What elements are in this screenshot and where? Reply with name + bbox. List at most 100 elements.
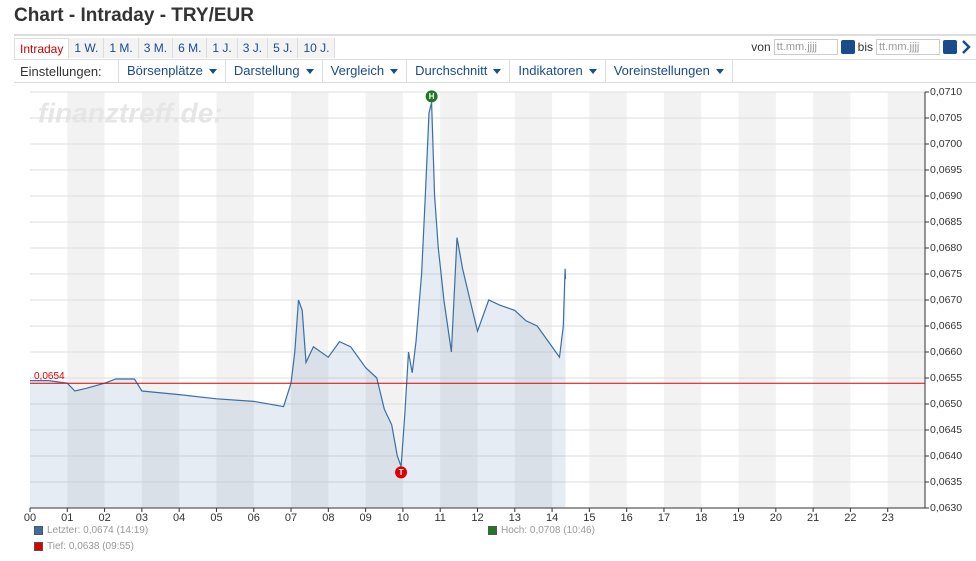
x-tick-label: 03 <box>136 512 148 524</box>
stripe <box>440 92 478 508</box>
y-tick-label: 0,0705 <box>930 112 962 124</box>
legend-swatch <box>488 526 497 535</box>
marker-label: T <box>399 468 404 477</box>
dropdown-menu[interactable]: Börsenplätze <box>118 60 225 82</box>
stripe <box>514 92 553 508</box>
x-tick-label: 19 <box>732 512 744 524</box>
y-tick-label: 0,0690 <box>930 190 962 202</box>
tab[interactable]: 10 J. <box>298 38 336 58</box>
y-tick-label: 0,0645 <box>930 424 962 436</box>
stripe <box>67 92 105 508</box>
x-tick-label: 15 <box>583 512 595 524</box>
y-tick-label: 0,0675 <box>930 268 962 280</box>
stripe <box>589 92 627 508</box>
stripe <box>887 92 925 508</box>
legend-item: Hoch: 0,0708 (10:46) <box>488 525 595 536</box>
x-tick-label: 12 <box>471 512 483 524</box>
area <box>30 102 566 509</box>
divider <box>14 34 976 36</box>
y-tick-label: 0,0710 <box>930 86 962 98</box>
x-tick-label: 22 <box>844 512 856 524</box>
reference-label: 0,0654 <box>34 371 65 382</box>
to-input[interactable]: tt.mm.jjjj <box>876 39 940 55</box>
x-tick-label: 05 <box>210 512 222 524</box>
y-tick-label: 0,0635 <box>930 476 962 488</box>
x-tick-label: 16 <box>621 512 633 524</box>
x-tick-label: 02 <box>98 512 110 524</box>
x-tick-label: 17 <box>658 512 670 524</box>
tab[interactable]: 3 M. <box>138 38 174 58</box>
settings-label: Einstellungen: <box>20 63 102 79</box>
calendar-icon[interactable] <box>943 40 957 54</box>
x-tick-label: 09 <box>360 512 372 524</box>
settings-bar: Einstellungen: Börsenplätze Darstellung Ve… <box>14 59 976 83</box>
stripe <box>813 92 851 508</box>
price-line <box>30 102 567 467</box>
date-range: von tt.mm.jjjj bis tt.mm.jjjj <box>751 39 972 55</box>
page-title: Chart - Intraday - TRY/EUR <box>14 5 254 26</box>
dropdown-menu[interactable]: Vergleich <box>321 60 406 82</box>
x-tick-label: 06 <box>248 512 260 524</box>
from-input[interactable]: tt.mm.jjjj <box>773 39 838 55</box>
x-tick-label: 18 <box>695 512 707 524</box>
y-tick-label: 0,0655 <box>930 372 962 384</box>
calendar-icon[interactable] <box>840 40 855 54</box>
to-label: bis <box>857 40 873 54</box>
dropdown-menu[interactable]: Voreinstellungen <box>604 60 733 82</box>
extreme-marker <box>395 466 408 479</box>
tab[interactable]: 1 J. <box>207 38 238 58</box>
watermark: finanztreff.de: <box>38 97 223 128</box>
stripe <box>291 92 329 508</box>
period-tabs: Intraday 1 W. 1 M. 3 M. 6 M. 1 J. 3 J. 5 J. 10 J… <box>14 38 336 58</box>
x-tick-label: 01 <box>61 512 73 524</box>
tab[interactable]: 1 M. <box>104 38 139 58</box>
x-tick-label: 20 <box>770 512 782 524</box>
x-tick-label: 21 <box>807 512 819 524</box>
tab[interactable]: Intraday <box>14 38 70 58</box>
tab[interactable]: 5 J. <box>268 38 299 58</box>
x-tick-label: 23 <box>882 512 894 524</box>
tab[interactable]: 1 W. <box>69 38 105 58</box>
x-tick-label: 08 <box>322 512 334 524</box>
dropdown-menu[interactable]: Indikatoren <box>509 60 604 82</box>
x-tick-label: 10 <box>397 512 409 524</box>
dropdown-menu[interactable]: Darstellung <box>224 60 322 82</box>
tab[interactable]: 6 M. <box>173 38 208 58</box>
legend-item: Tief: 0,0638 (09:55) <box>34 541 134 552</box>
tab[interactable]: 3 J. <box>237 38 269 58</box>
y-tick-label: 0,0660 <box>930 346 962 358</box>
legend-swatch <box>34 542 43 551</box>
x-tick-label: 14 <box>546 512 558 524</box>
y-tick-label: 0,0665 <box>930 320 962 332</box>
legend-text: Letzter: 0,0674 (14:19) <box>47 525 149 536</box>
x-tick-label: 11 <box>434 512 445 524</box>
extreme-marker <box>425 90 438 103</box>
x-tick-label: 13 <box>509 512 521 524</box>
from-label: von <box>751 40 771 54</box>
y-tick-label: 0,0700 <box>930 138 962 150</box>
y-tick-label: 0,0630 <box>930 502 962 514</box>
next-arrow[interactable] <box>960 40 972 54</box>
y-tick-label: 0,0670 <box>930 294 962 306</box>
y-tick-label: 0,0680 <box>930 242 962 254</box>
y-tick-label: 0,0685 <box>930 216 962 228</box>
y-tick-label: 0,0640 <box>930 450 962 462</box>
dropdown-menu[interactable]: Durchschnitt <box>406 60 509 82</box>
legend-item: Letzter: 0,0674 (14:19) <box>34 525 148 536</box>
stripe <box>663 92 702 508</box>
marker-label: H <box>429 92 435 101</box>
x-tick-label: 00 <box>24 512 36 524</box>
legend-text: Tief: 0,0638 (09:55) <box>47 541 134 552</box>
legend-text: Hoch: 0,0708 (10:46) <box>501 525 595 536</box>
y-tick-label: 0,0695 <box>930 164 962 176</box>
stripe <box>216 92 254 508</box>
legend-swatch <box>34 526 43 535</box>
x-tick-label: 07 <box>285 512 297 524</box>
stripe <box>738 92 776 508</box>
stripe <box>141 92 180 508</box>
y-tick-label: 0,0650 <box>930 398 962 410</box>
x-tick-label: 04 <box>173 512 185 524</box>
stripe <box>365 92 403 508</box>
